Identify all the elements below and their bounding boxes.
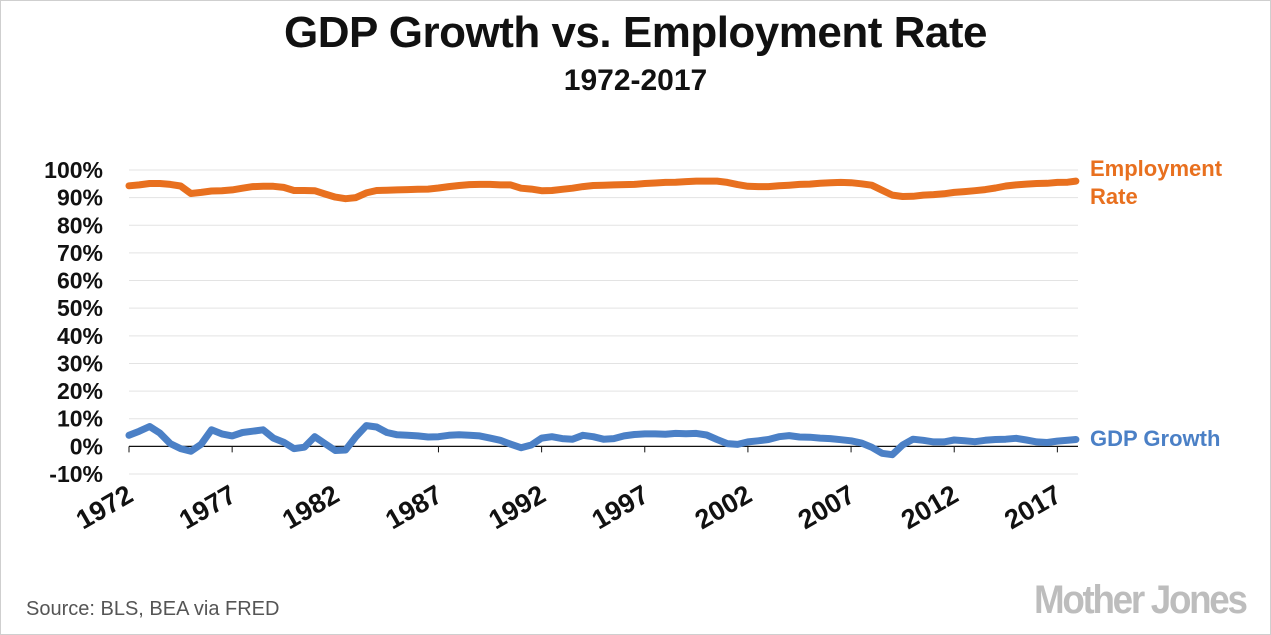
x-tick-label: 2002	[690, 479, 757, 535]
employment-label-line-1: Employment	[1090, 156, 1223, 181]
y-tick-label: 40%	[57, 323, 103, 349]
x-tick-label: 1982	[277, 479, 344, 535]
gdp-series-label: GDP Growth	[1090, 425, 1220, 453]
employment-series-label: Employment Rate	[1090, 155, 1222, 211]
y-tick-label: 60%	[57, 268, 103, 294]
y-tick-label: 10%	[57, 406, 103, 432]
y-tick-label: 30%	[57, 350, 103, 376]
y-tick-label: 20%	[57, 378, 103, 404]
employment-label-line-2: Rate	[1090, 184, 1138, 209]
x-tick-label: 1972	[71, 479, 138, 535]
source-note: Source: BLS, BEA via FRED	[26, 598, 280, 620]
y-tick-label: 0%	[70, 433, 103, 459]
x-tick-label: 2017	[999, 479, 1066, 535]
x-tick-label: 1997	[587, 479, 654, 535]
x-tick-label: 1992	[484, 479, 551, 535]
x-tick-label: 1987	[380, 479, 447, 535]
y-tick-label: 50%	[57, 295, 103, 321]
gdp-label-line-1: GDP Growth	[1090, 426, 1221, 451]
y-tick-label: 70%	[57, 240, 103, 266]
x-tick-label: 2012	[896, 479, 963, 535]
chart-title: GDP Growth vs. Employment Rate	[283, 8, 988, 57]
gdp-growth-line	[125, 422, 1080, 459]
chart-subtitle: 1972-2017	[563, 64, 708, 97]
y-tick-label: -10%	[49, 461, 103, 487]
y-tick-label: 100%	[44, 157, 103, 183]
y-tick-label: 80%	[57, 212, 103, 238]
mother-jones-logo: Mother Jones	[1034, 578, 1248, 622]
x-tick-label: 2007	[793, 479, 860, 535]
x-tick-label: 1977	[174, 479, 241, 535]
employment-rate-line	[125, 177, 1080, 203]
y-tick-label: 90%	[57, 185, 103, 211]
